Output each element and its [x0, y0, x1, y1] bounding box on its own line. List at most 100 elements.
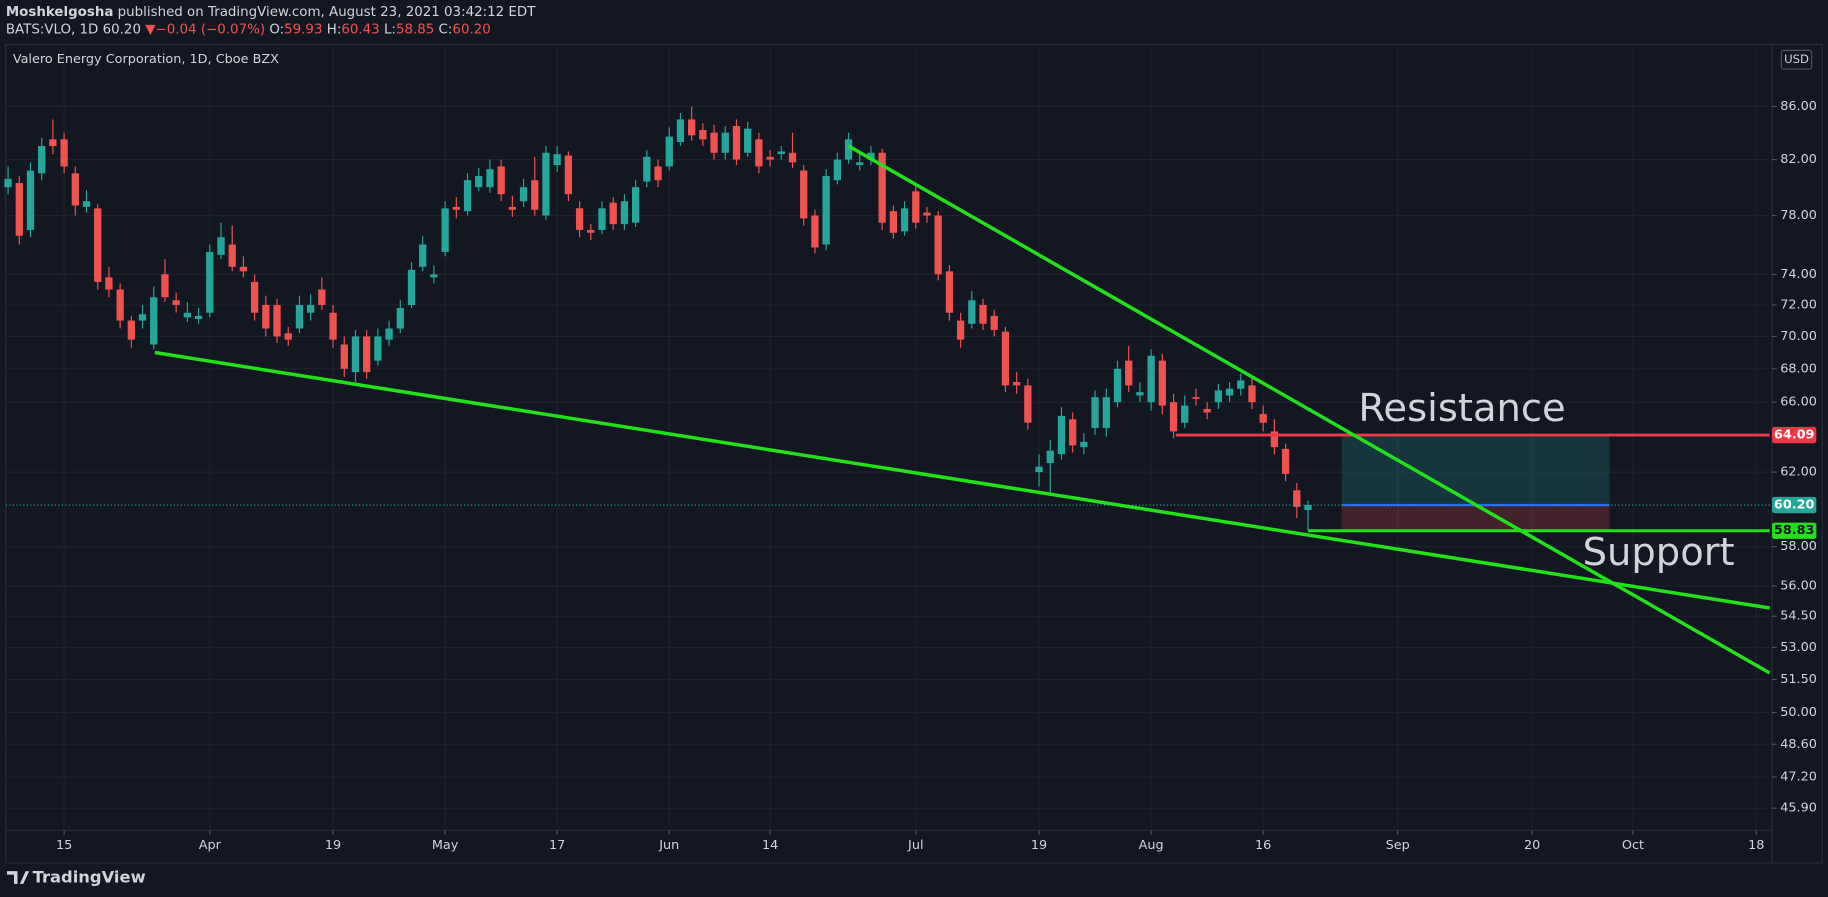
candle-body [688, 119, 696, 136]
y-tick-label: 78.00 [1780, 208, 1817, 223]
candle-body [82, 201, 91, 207]
candle-body [497, 166, 505, 195]
candle-body [351, 336, 360, 373]
y-tick-label: 50.00 [1780, 705, 1817, 720]
brand: TradingView [33, 868, 146, 887]
symbol: BATS:VLO, 1D [6, 22, 99, 37]
candle-body [822, 176, 830, 245]
candle-body [15, 183, 23, 236]
candle-body [239, 266, 248, 272]
x-tick-label: Sep [1386, 838, 1410, 853]
x-tick-label: Jul [907, 838, 923, 853]
close: 60.20 [452, 22, 490, 37]
candle-body [138, 314, 147, 321]
candle-body [161, 274, 169, 298]
candle-body [396, 308, 404, 329]
candle-body [250, 281, 259, 313]
y-tick-label: 68.00 [1780, 361, 1817, 376]
candle-body [1237, 380, 1245, 389]
y-tick-label: 51.50 [1780, 672, 1817, 687]
candle-body [475, 176, 483, 188]
price-label-bg [1772, 522, 1817, 539]
grid [5, 44, 1770, 831]
candle-body [553, 154, 561, 166]
candle-body [587, 229, 595, 233]
published: published on TradingView.com, August 23,… [118, 5, 537, 20]
candle-body [1259, 414, 1267, 423]
candle-body [150, 297, 158, 345]
price-label: 64.09 [1774, 428, 1815, 443]
candle-body [710, 132, 718, 153]
x-tick-label: Aug [1139, 838, 1164, 853]
trendline [847, 144, 1771, 675]
y-tick-label: 62.00 [1780, 465, 1817, 480]
candle-body [1113, 368, 1122, 403]
candle-body [699, 129, 707, 140]
candle-body [318, 289, 326, 305]
currency[interactable]: USD [1784, 52, 1809, 66]
candle-body [329, 312, 337, 340]
candle-body [1181, 405, 1189, 423]
candle-body [721, 132, 729, 153]
candle-body [1304, 505, 1312, 511]
candle-body [71, 173, 79, 206]
currency-box[interactable] [1780, 49, 1813, 70]
x-tick-label: Apr [199, 838, 222, 853]
candle-body [374, 336, 382, 361]
candle-body [340, 344, 348, 369]
candle-body [643, 156, 651, 182]
y-tick-label: 74.00 [1780, 267, 1817, 282]
high-label: H: [327, 22, 342, 37]
candle-body [49, 139, 57, 147]
candle-body [1169, 402, 1178, 432]
candle-body [1293, 490, 1301, 507]
candle-body [598, 208, 606, 230]
candle-body [564, 155, 573, 195]
candle-body [867, 152, 875, 160]
candle-body [990, 315, 998, 331]
candle-body [1091, 397, 1099, 428]
candle-body [777, 151, 785, 155]
y-tick-label: 56.00 [1780, 578, 1817, 593]
candle-body [979, 304, 987, 324]
candle-body [26, 170, 35, 230]
candle-body [945, 271, 954, 313]
candle-body [744, 128, 752, 153]
y-tick-label: 45.90 [1780, 801, 1817, 816]
candle-body [1225, 388, 1234, 396]
candle-body [923, 212, 931, 216]
last: 60.20 [103, 22, 141, 37]
price-label: 60.20 [1774, 498, 1815, 513]
candle-body [463, 180, 472, 212]
close-label: C: [439, 22, 453, 37]
x-tick-label: 17 [549, 838, 565, 853]
x-tick-label: 14 [762, 838, 778, 853]
candle-body [452, 206, 460, 210]
candle-body [295, 304, 304, 329]
y-tick-label: 54.50 [1780, 609, 1817, 624]
candle-body [1035, 466, 1043, 473]
candle-body [262, 304, 270, 329]
y-tick-label: 70.00 [1780, 329, 1817, 344]
y-tick-label: 53.00 [1780, 640, 1817, 655]
logo-mark [6, 871, 30, 884]
position-loss-zone [1341, 505, 1610, 531]
candle-body [609, 202, 617, 225]
trendline [154, 350, 1770, 610]
plot: Resistance Support [4, 106, 1771, 675]
candle-body [1102, 397, 1110, 428]
candle-body [1147, 355, 1155, 403]
candle-body [676, 119, 685, 143]
candle-body [1001, 331, 1010, 386]
price-label: 58.83 [1774, 523, 1815, 538]
y-tick-label: 66.00 [1780, 395, 1817, 410]
candle-body [900, 208, 909, 232]
candle-body [228, 244, 236, 267]
candle-body [4, 178, 12, 188]
candle-body [654, 166, 662, 181]
candle-body [575, 208, 584, 230]
candle-body [1270, 431, 1279, 448]
x-tick-label: 15 [56, 838, 72, 853]
candle-body [856, 162, 864, 166]
